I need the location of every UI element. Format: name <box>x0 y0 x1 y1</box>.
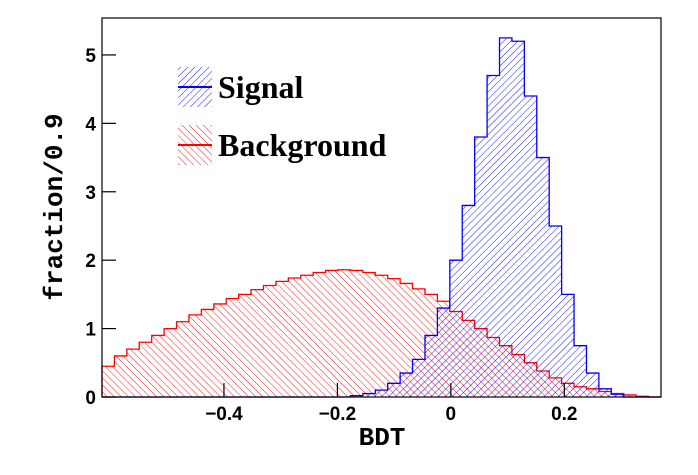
y-tick-label: 4 <box>85 114 96 135</box>
histogram-bar <box>313 272 326 397</box>
legend-label: Background <box>218 127 387 163</box>
histogram-bar <box>213 303 227 397</box>
histogram-bar <box>275 281 289 397</box>
histogram-bar <box>362 272 376 397</box>
histogram-bar <box>300 275 314 397</box>
histogram-bar <box>437 308 450 397</box>
x-axis-label: BDT <box>359 423 406 453</box>
histogram-series <box>102 37 661 398</box>
histogram-series <box>101 269 661 398</box>
histogram-bar <box>424 335 438 397</box>
y-tick-label: 1 <box>85 320 96 341</box>
histogram-bar <box>226 298 239 397</box>
histogram-bar <box>611 394 624 397</box>
histogram-bar <box>188 314 202 397</box>
histogram-bar <box>375 275 388 397</box>
histogram-bar <box>474 137 488 397</box>
histogram-bar <box>362 393 376 397</box>
y-tick-label: 3 <box>85 183 96 204</box>
histogram-bar <box>201 309 214 397</box>
histogram-bar <box>462 205 475 397</box>
histogram-bar <box>139 342 152 397</box>
histogram-bar <box>449 260 463 397</box>
x-tick-label: −0.4 <box>205 404 243 425</box>
histogram-bar <box>176 321 189 397</box>
histogram-bar <box>238 294 252 397</box>
y-tick-label: 5 <box>85 46 96 67</box>
frame <box>101 17 662 398</box>
histogram-bar <box>151 335 165 397</box>
y-tick-label: 0 <box>85 388 96 409</box>
legend-label: Signal <box>218 69 303 105</box>
histogram-bar <box>251 289 264 397</box>
histogram-bar <box>325 270 339 397</box>
histogram-bar <box>387 383 401 397</box>
y-axis-label: fraction/0.9 <box>40 113 70 300</box>
histogram-bar <box>338 269 351 397</box>
histogram-bar <box>524 95 537 397</box>
histogram-bar <box>586 373 599 397</box>
histogram-bar <box>126 349 140 397</box>
x-tick-label: 0.2 <box>551 404 577 425</box>
histogram-bar <box>412 359 425 397</box>
histogram-bar <box>114 355 127 397</box>
histogram-bar <box>164 328 177 397</box>
histogram-bar <box>288 277 301 397</box>
plot-area <box>101 37 661 398</box>
x-tick-label: −0.2 <box>319 404 357 425</box>
histogram-bar <box>487 75 500 398</box>
histogram-bar <box>350 270 363 397</box>
histogram-bar <box>263 285 276 397</box>
histogram-bar <box>598 388 612 397</box>
histogram-bar <box>400 283 413 397</box>
histogram-bar <box>511 41 525 398</box>
histogram-bar <box>350 395 363 397</box>
histogram-bar <box>561 294 575 397</box>
histogram-bar <box>102 366 115 397</box>
x-tick-label: 0 <box>446 404 457 425</box>
histogram-bar <box>574 345 587 397</box>
y-tick-label: 2 <box>85 251 96 272</box>
histogram-bar <box>400 373 413 397</box>
histogram-bar <box>375 390 388 397</box>
histogram-bar <box>623 394 637 397</box>
histogram-bar <box>536 157 550 397</box>
histogram-bar <box>499 37 512 397</box>
histogram-bar <box>549 225 562 397</box>
histogram-bar <box>387 278 401 397</box>
